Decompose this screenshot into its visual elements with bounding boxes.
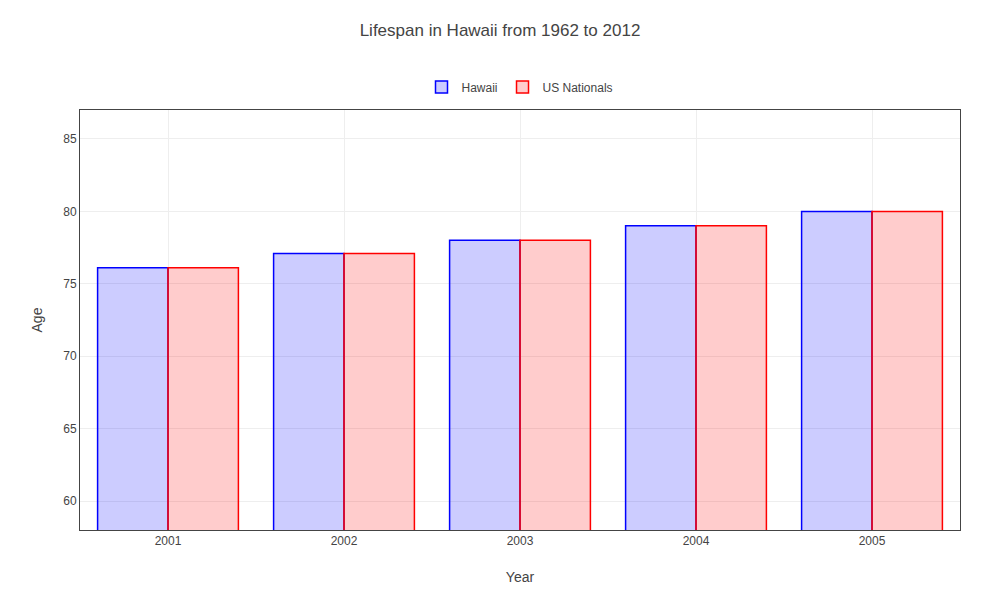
svg-text:75: 75 bbox=[63, 277, 77, 291]
svg-text:2002: 2002 bbox=[331, 534, 358, 548]
svg-text:Lifespan in Hawaii from 1962 t: Lifespan in Hawaii from 1962 to 2012 bbox=[360, 21, 641, 40]
svg-text:60: 60 bbox=[63, 494, 77, 508]
svg-text:65: 65 bbox=[63, 422, 77, 436]
svg-text:2005: 2005 bbox=[859, 534, 886, 548]
svg-text:70: 70 bbox=[63, 349, 77, 363]
svg-text:80: 80 bbox=[63, 205, 77, 219]
svg-text:85: 85 bbox=[63, 132, 77, 146]
svg-text:US Nationals: US Nationals bbox=[543, 81, 613, 95]
svg-text:Hawaii: Hawaii bbox=[462, 81, 498, 95]
svg-text:Year: Year bbox=[506, 569, 535, 585]
svg-text:Age: Age bbox=[29, 307, 45, 332]
svg-text:2004: 2004 bbox=[683, 534, 710, 548]
svg-text:2003: 2003 bbox=[507, 534, 534, 548]
svg-text:2001: 2001 bbox=[155, 534, 182, 548]
